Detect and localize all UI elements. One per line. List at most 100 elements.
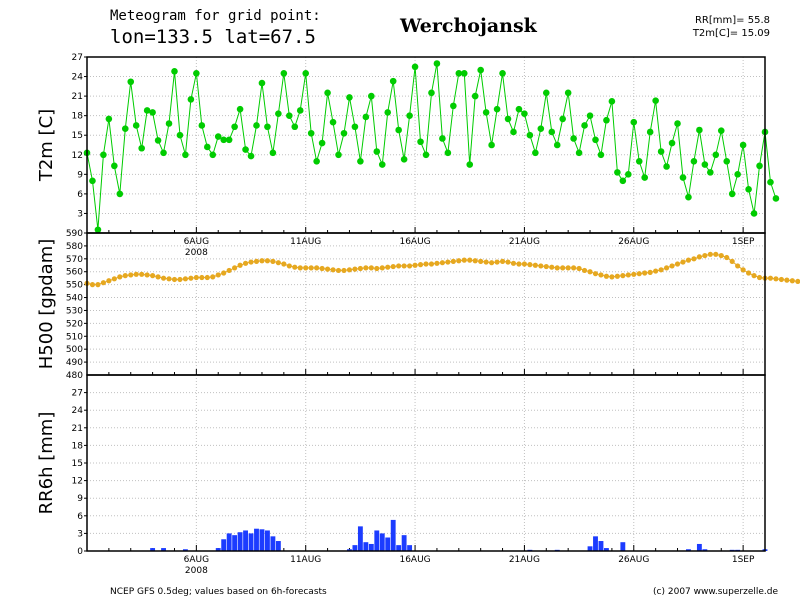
rr6h-bar — [254, 528, 259, 551]
t2m-point — [521, 110, 528, 118]
x-tick-label: 6AUG — [184, 555, 209, 565]
t2m-point — [121, 125, 129, 133]
h500-point — [472, 258, 478, 264]
t2m-point — [346, 94, 353, 101]
h500-point — [226, 267, 232, 274]
t2m-point — [378, 161, 386, 168]
t2m-point — [329, 118, 337, 126]
h500-point — [171, 276, 178, 283]
h500-point — [581, 267, 588, 274]
h500-point — [603, 273, 610, 279]
t2m-point — [586, 112, 594, 119]
h500-point — [450, 258, 456, 264]
t2m-point — [499, 69, 506, 77]
rr6h-bar — [686, 549, 691, 551]
rr6h-bar — [226, 533, 232, 551]
t2m-point — [171, 68, 178, 75]
y-tick-label: 18 — [72, 441, 84, 451]
t2m-point — [406, 112, 413, 119]
t2m-point — [608, 98, 616, 105]
t2m-point — [187, 96, 195, 103]
t2m-point — [690, 157, 698, 165]
t2m-point — [510, 128, 517, 136]
x-tick-label: 11AUG — [290, 555, 321, 565]
header-line1: Meteogram for grid point: — [110, 8, 321, 24]
rr6h-bar — [259, 529, 265, 551]
h500-point — [357, 265, 363, 272]
h500-point — [658, 267, 664, 273]
rr6h-bar — [357, 526, 363, 551]
t2m-point — [307, 129, 315, 137]
h500-point — [445, 259, 451, 265]
h500-point — [527, 262, 533, 268]
y-tick-label: 27 — [72, 53, 83, 63]
t2m-point — [203, 143, 211, 151]
rr6h-bar — [374, 530, 380, 551]
h500-point — [598, 272, 604, 278]
h500-point — [767, 275, 774, 281]
t2m-point — [389, 77, 397, 85]
h500-point — [516, 261, 522, 267]
h500-point — [210, 274, 216, 280]
t2m-point — [400, 156, 408, 163]
h500-point — [155, 274, 161, 280]
h500-point — [417, 262, 424, 268]
t2m-point — [247, 152, 255, 160]
y-tick-label: 21 — [72, 92, 83, 102]
y-tick-label: 15 — [72, 459, 83, 469]
h500-point — [259, 258, 265, 264]
t2m-point — [198, 122, 206, 129]
t2m-point — [477, 66, 484, 74]
t2m-point — [663, 163, 670, 170]
t2m-point — [603, 116, 610, 124]
t2m-point — [302, 69, 310, 77]
t2m-point — [291, 123, 299, 131]
t2m-point — [313, 157, 320, 165]
t2m-point — [160, 149, 167, 157]
t2m-point — [209, 151, 217, 159]
h500-point — [385, 264, 391, 270]
y-tick-label: 520 — [66, 319, 83, 329]
h500-point — [631, 271, 637, 277]
h500-point — [428, 261, 435, 267]
h500-point — [160, 275, 167, 281]
y-tick-label: 580 — [66, 242, 83, 252]
h500-point — [674, 261, 681, 267]
t2m-point — [439, 135, 446, 142]
h500-point — [789, 278, 795, 284]
h500-point — [642, 270, 648, 276]
h500-point — [150, 273, 156, 279]
h500-point — [745, 270, 752, 276]
rr6h-bar — [363, 542, 369, 551]
t2m-point — [94, 226, 102, 234]
t2m-point — [619, 177, 627, 185]
h500-point — [144, 272, 150, 278]
h500-point — [778, 276, 785, 283]
h500-point — [554, 265, 560, 271]
t2m-point — [646, 128, 654, 136]
t2m-point — [318, 139, 326, 147]
t2m-point — [214, 133, 222, 140]
summary-t2m: T2m[C]= 15.09 — [692, 28, 770, 39]
y-tick-label: 560 — [66, 268, 83, 278]
t2m-point — [707, 169, 714, 176]
x-tick-sublabel: 2008 — [185, 566, 208, 576]
h500-point — [253, 258, 260, 264]
h500-point — [117, 274, 123, 280]
summary-rr: RR[mm]= 55.8 — [695, 15, 770, 26]
h500-point — [614, 273, 620, 279]
t2m-point — [542, 89, 550, 97]
panel-frame — [86, 374, 766, 552]
h500-point — [111, 276, 117, 282]
h500-point — [718, 252, 724, 259]
y-axis-title: H500 [gpdam] — [36, 239, 57, 370]
rr6h-bar — [696, 543, 702, 551]
t2m-point — [132, 122, 140, 129]
h500-point — [625, 272, 631, 278]
t2m-point — [165, 120, 173, 127]
y-tick-label: 9 — [77, 170, 83, 180]
h500-point — [696, 254, 702, 260]
t2m-point — [553, 141, 561, 149]
x-tick-label: 1SEP — [732, 555, 755, 565]
rr6h-bar — [620, 542, 626, 551]
